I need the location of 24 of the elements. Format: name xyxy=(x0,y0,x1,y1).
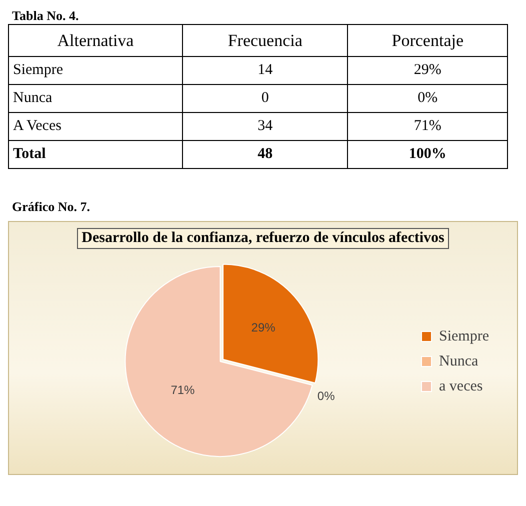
text: Porcentaje xyxy=(348,24,508,56)
chart-title: Desarrollo de la confianza, refuerzo de vínculos afectivos xyxy=(76,228,450,249)
text: A Veces xyxy=(8,112,182,140)
text: Frecuencia xyxy=(182,24,348,56)
text: Gráfico No. 7. xyxy=(12,199,91,215)
text: 34 xyxy=(182,112,348,140)
text: 48 xyxy=(182,140,348,168)
legend-label: Nunca xyxy=(439,353,478,370)
text: Siempre xyxy=(8,56,182,84)
text: 0% xyxy=(317,388,335,403)
text: Tabla No. 4. xyxy=(12,8,80,24)
text: 0 xyxy=(182,84,348,112)
text: Nunca xyxy=(8,84,182,112)
legend-label: a veces xyxy=(439,378,483,394)
text: 100% xyxy=(348,140,508,168)
text: Alternativa xyxy=(8,24,182,56)
text: 29% xyxy=(348,56,508,84)
text: 0% xyxy=(348,84,508,112)
text: 14 xyxy=(182,56,348,84)
legend-label: Siempre xyxy=(439,328,490,344)
data-label: 29% xyxy=(251,320,276,334)
data-label: 71% xyxy=(170,382,196,397)
text: Total xyxy=(8,140,182,168)
text: 71% xyxy=(348,112,508,140)
